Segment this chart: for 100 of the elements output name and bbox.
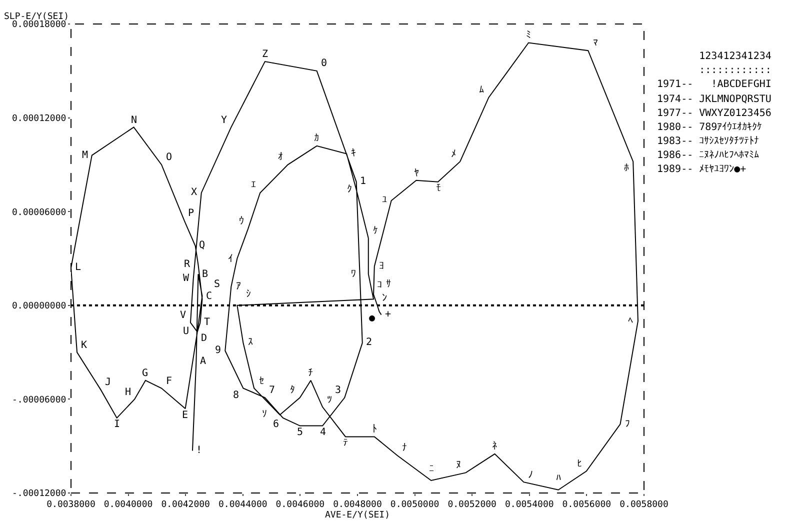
annotation: ﾒ [451, 149, 456, 160]
annotation: ｱ [236, 281, 241, 292]
annotation: ﾇ [456, 460, 461, 471]
annotation: ｳ [239, 216, 244, 227]
annotation: 7 [269, 385, 276, 396]
annotation: U [183, 326, 190, 337]
y-tick-label: 0.00000000 [12, 302, 66, 312]
annotation: C [206, 291, 212, 302]
x-tick-label: 0.0038000 [46, 500, 96, 510]
annotation: ｾ [259, 376, 264, 387]
y-tick-label: 0.00018000 [12, 20, 66, 30]
annotation: ﾏ [593, 38, 598, 49]
annotation: H [125, 387, 132, 398]
annotation: K [81, 340, 88, 351]
annotation: ﾃ [343, 438, 348, 449]
annotation: 5 [297, 427, 304, 438]
annotation: B [202, 269, 208, 280]
annotation: A [200, 356, 206, 367]
annotation: ﾝ [382, 293, 387, 304]
annotation: ﾑ [479, 85, 484, 96]
annotation: 3 [335, 385, 342, 396]
x-tick-label: 0.0056000 [562, 500, 612, 510]
annotation: ﾋ [577, 459, 582, 470]
annotation: ● [369, 313, 376, 324]
annotation: I [114, 419, 120, 430]
annotation: 2 [366, 337, 372, 348]
annotation: O [166, 152, 172, 163]
x-tick-label: 0.0044000 [218, 500, 268, 510]
annotation: ﾉ [528, 470, 533, 481]
text: 1971-- !ABCDEFGHI [657, 79, 772, 90]
annotation: Z [262, 49, 268, 60]
y-tick-label: -.00006000 [12, 395, 66, 406]
annotation: ｽ [248, 337, 253, 348]
annotation: M [82, 150, 88, 161]
annotation: F [166, 376, 172, 387]
annotation: L [75, 262, 82, 273]
annotation: Y [221, 115, 228, 126]
annotation: ﾊ [556, 473, 561, 484]
text: :::::::::::: [657, 65, 772, 76]
annotation: D [201, 333, 208, 344]
annotation: 9 [215, 345, 222, 356]
annotation: ｴ [251, 180, 256, 191]
annotation: ｻ [386, 279, 391, 290]
annotation: ｹ [373, 226, 378, 237]
annotation: ﾅ [402, 443, 407, 454]
annotation: ｸ [347, 184, 352, 195]
annotation: ﾐ [526, 30, 531, 41]
annotation: ﾈ [492, 441, 497, 452]
y-axis-title: SLP-E/Y(SEI) [4, 12, 70, 22]
annotation: ｿ [262, 409, 267, 420]
text: 1980-- 789ｱｲｳｴｵｶｷｸｹ [657, 121, 762, 133]
text: 123412341234 [657, 51, 772, 62]
annotation: Q [199, 240, 206, 251]
x-tick-label: 0.0052000 [448, 500, 496, 510]
annotation: ! [196, 445, 202, 456]
annotation: ﾂ [327, 395, 332, 406]
annotation: ﾎ [624, 163, 629, 174]
annotation: ｷ [351, 148, 356, 159]
y-tick-label: -.00012000 [12, 489, 66, 500]
text: 1983-- ｺｻｼｽｾｿﾀﾁﾂﾃﾄﾅ [657, 135, 760, 147]
annotation: ｲ [228, 253, 233, 265]
annotation: W [183, 273, 190, 284]
annotation: G [142, 368, 148, 379]
x-tick-label: 0.0042000 [161, 500, 210, 510]
annotation: ﾔ [414, 168, 419, 179]
x-tick-label: 0.0050000 [390, 500, 440, 510]
annotation: J [105, 377, 112, 388]
annotation: 4 [320, 427, 326, 438]
annotation: ｵ [278, 152, 283, 163]
text: 1977-- VWXYZ0123456 [657, 108, 772, 119]
annotation: 1 [360, 176, 366, 187]
annotation: P [188, 208, 194, 219]
annotation: ｼ [246, 289, 251, 300]
x-axis-title: AVE-E/Y(SEI) [324, 510, 390, 521]
annotation: ﾄ [372, 424, 377, 435]
annotation: ﾌ [625, 419, 630, 430]
text: 1989-- ﾒﾓﾔﾕﾖﾜﾝ●+ [657, 164, 746, 175]
annotation: ﾕ [382, 195, 387, 206]
annotation: T [204, 317, 210, 328]
annotation: ﾜ [351, 269, 356, 280]
y-tick-label: 0.00012000 [12, 114, 66, 124]
x-tick-label: 0.0054000 [505, 500, 554, 510]
annotation: 8 [233, 390, 240, 401]
annotation: ﾁ [308, 367, 313, 379]
annotation: ﾆ [429, 464, 434, 475]
annotation: R [184, 259, 191, 270]
annotation: ｶ [314, 133, 319, 144]
annotation: ｺ [377, 280, 382, 291]
x-tick-label: 0.0058000 [620, 500, 668, 510]
annotation: E [182, 410, 188, 421]
x-tick-label: 0.0046000 [276, 500, 325, 510]
text: 1974-- JKLMNOPQRSTU [657, 94, 772, 105]
text: 1986-- ﾆﾇﾈﾉﾊﾋﾌﾍﾎﾏﾐﾑ [657, 150, 760, 161]
annotation: ﾓ [436, 183, 441, 194]
x-tick-label: 0.0048000 [333, 500, 382, 510]
annotation: N [131, 115, 138, 126]
annotation: S [214, 279, 220, 290]
x-tick-label: 0.0040000 [104, 500, 153, 510]
annotation: ﾍ [628, 316, 633, 327]
annotation: 6 [273, 419, 280, 430]
